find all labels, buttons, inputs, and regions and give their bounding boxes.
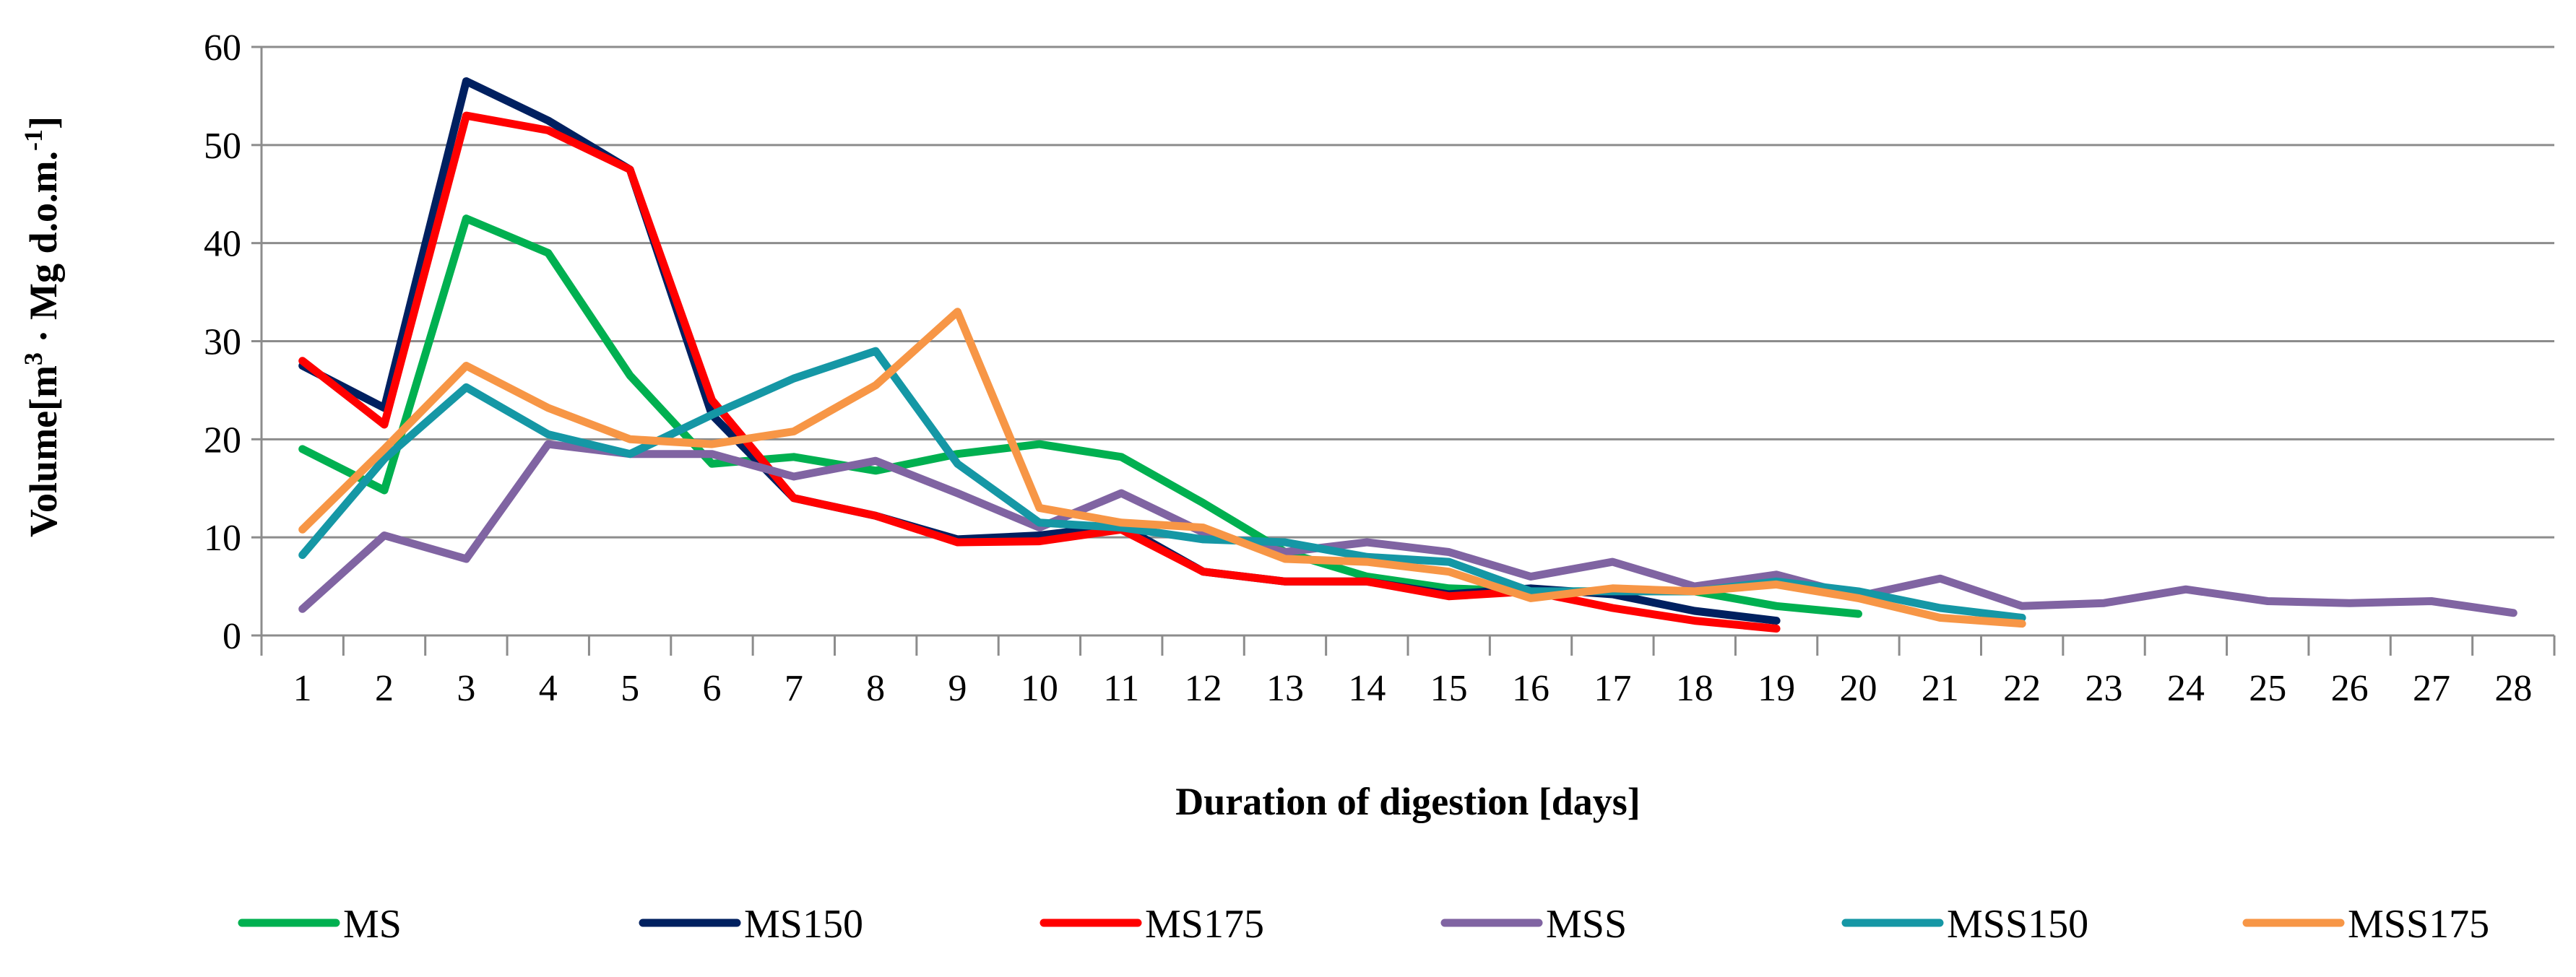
- x-axis-title: Duration of digestion [days]: [1175, 780, 1641, 823]
- x-tick-label: 4: [539, 668, 558, 709]
- y-axis-title-prefix: Volume[m: [22, 365, 65, 537]
- legend-item-mss: MSS: [1440, 902, 1627, 947]
- x-tick-label: 19: [1758, 668, 1795, 709]
- x-tick-label: 18: [1676, 668, 1713, 709]
- x-tick-label: 24: [2167, 668, 2205, 709]
- x-tick-label: 12: [1185, 668, 1222, 709]
- x-tick-label: 27: [2413, 668, 2450, 709]
- series-line-mss: [298, 440, 2517, 617]
- x-tick-label: 16: [1512, 668, 1550, 709]
- x-tick-label: 28: [2494, 668, 2532, 709]
- legend-label: MSS175: [2348, 902, 2489, 947]
- series-line-ms: [298, 214, 1862, 618]
- y-tick-label: 50: [204, 126, 241, 167]
- x-tick-label: 26: [2331, 668, 2369, 709]
- x-tick-label: 1: [293, 668, 312, 709]
- legend-label: MS150: [744, 902, 863, 947]
- legend-item-mss175: MSS175: [2242, 902, 2489, 947]
- series-lines: [298, 77, 2517, 633]
- x-tick-label: 11: [1103, 668, 1139, 709]
- axes: [251, 45, 2556, 656]
- legend: MS MS150 MS175 MSS MSS150 MSS175: [238, 902, 2489, 947]
- legend-label: MS175: [1145, 902, 1264, 947]
- y-tick-label: 30: [204, 322, 241, 363]
- y-axis-title: Volume[m3 · Mg d.o.m.-1]: [19, 116, 65, 537]
- x-tick-label: 17: [1594, 668, 1631, 709]
- x-tick-label: 2: [375, 668, 394, 709]
- legend-item-mss150: MSS150: [1841, 902, 2088, 947]
- y-tick-label: 0: [222, 616, 241, 657]
- legend-item-ms: MS: [238, 902, 402, 947]
- x-tick-label: 22: [2003, 668, 2041, 709]
- legend-label: MS: [343, 902, 402, 947]
- x-tick-label: 20: [1839, 668, 1877, 709]
- gridlines: [262, 45, 2554, 539]
- x-tick-label: 23: [2086, 668, 2123, 709]
- y-tick-label: 20: [204, 420, 241, 461]
- y-axis-title-middle: · Mg d.o.m.: [22, 151, 65, 352]
- x-tick-label: 14: [1348, 668, 1386, 709]
- legend-item-ms150: MS150: [639, 902, 863, 947]
- legend-label: MSS150: [1947, 902, 2088, 947]
- x-tick-label: 9: [948, 668, 967, 709]
- x-tick-label: 3: [457, 668, 475, 709]
- series-line-ms175: [298, 111, 1781, 633]
- y-axis-title-sup1: 3: [19, 352, 48, 365]
- y-tick-label: 10: [204, 518, 241, 559]
- legend-item-ms175: MS175: [1040, 902, 1264, 947]
- y-axis-title-suffix: ]: [22, 116, 65, 129]
- y-tick-label: 60: [204, 27, 241, 69]
- x-tick-label: 7: [785, 668, 803, 709]
- x-tick-label: 15: [1430, 668, 1468, 709]
- series-line-mss175: [298, 308, 2026, 628]
- x-tick-label: 25: [2249, 668, 2286, 709]
- x-tick-label: 5: [621, 668, 639, 709]
- x-tick-label: 6: [702, 668, 721, 709]
- y-axis-title-sup2: -1: [19, 129, 48, 151]
- x-tick-label: 10: [1021, 668, 1058, 709]
- legend-label: MSS: [1546, 902, 1627, 947]
- x-tick-label: 8: [866, 668, 885, 709]
- y-tick-label: 40: [204, 224, 241, 265]
- x-tick-label: 13: [1266, 668, 1304, 709]
- x-tick-label: 21: [1922, 668, 1959, 709]
